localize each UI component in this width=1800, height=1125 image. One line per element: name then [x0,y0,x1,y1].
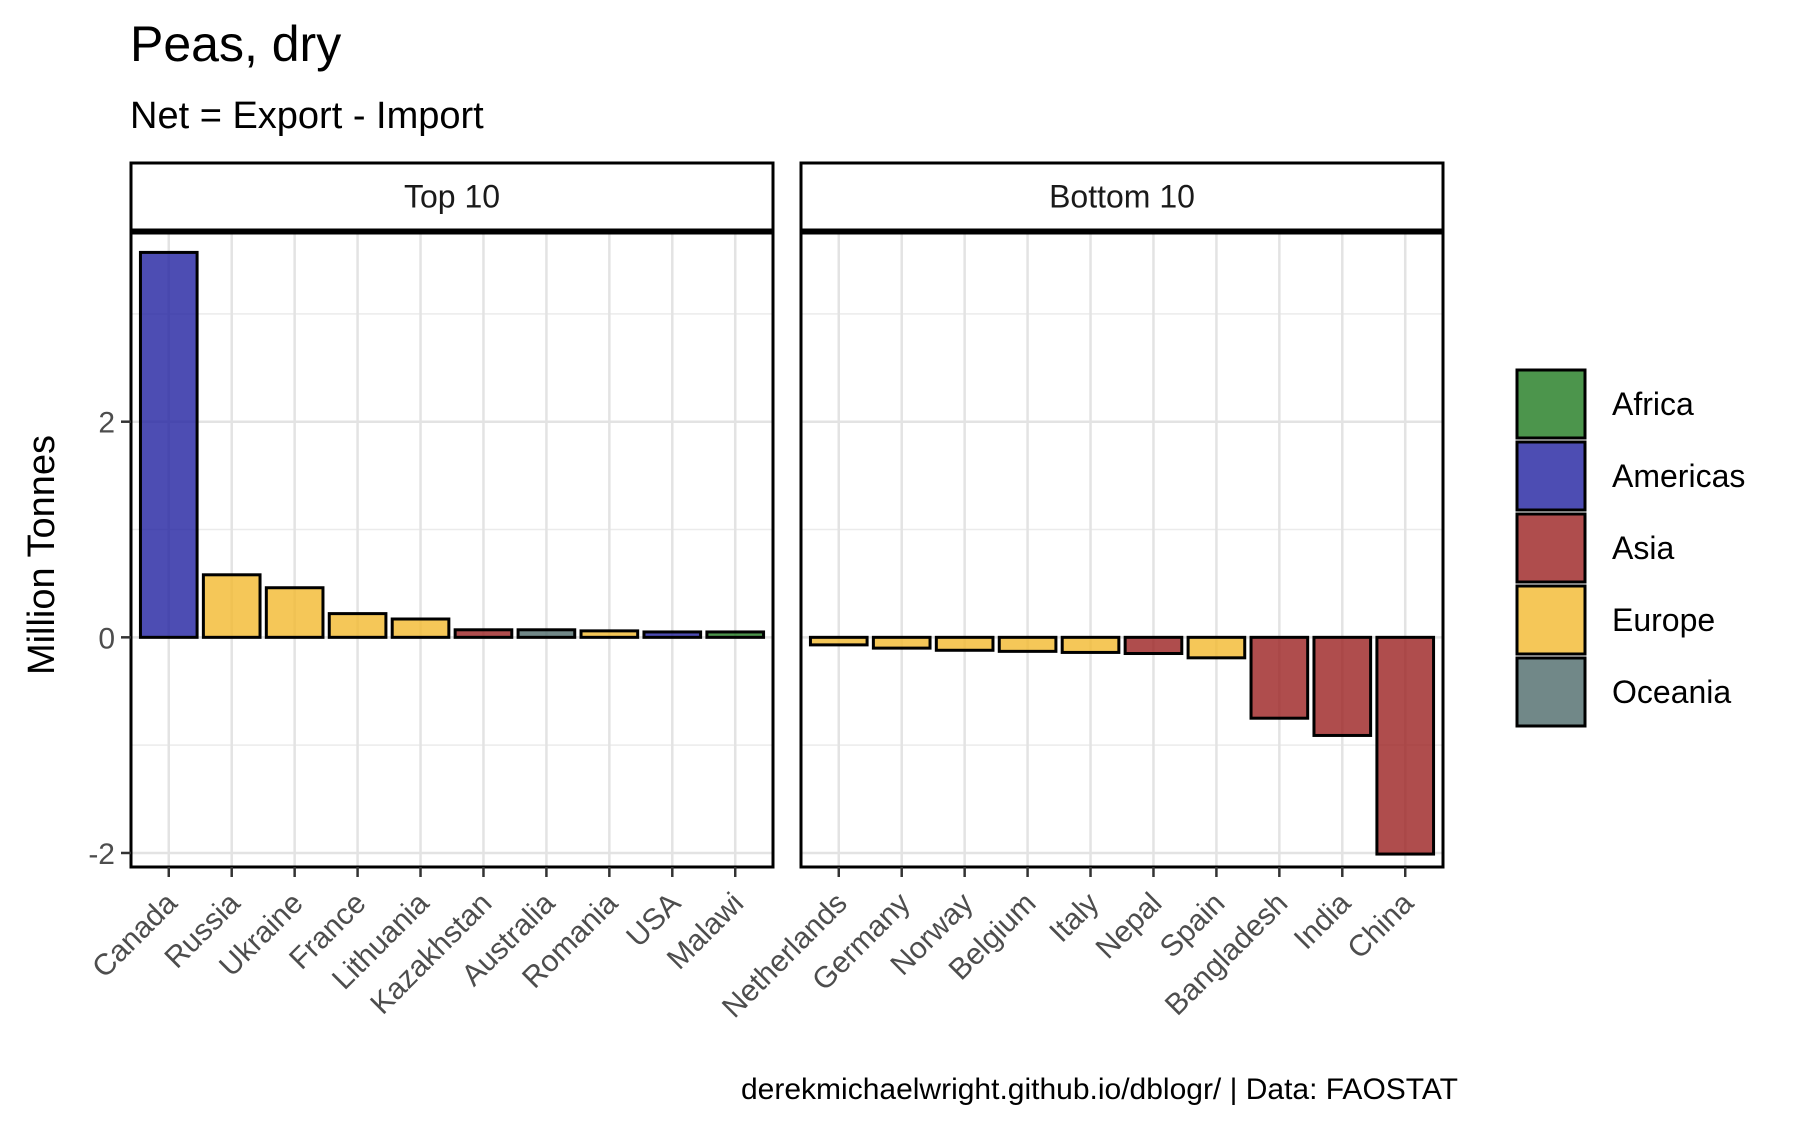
facet-strip-top-10 [129,161,775,232]
bar-malawi [705,630,766,639]
panel-background [131,233,773,867]
panel-border [129,231,775,869]
legend-key-oceania [1515,656,1587,728]
caption: derekmichaelwright.github.io/dblogr/ | D… [741,1073,1458,1106]
legend-key-americas [1515,440,1587,512]
bar-romania [579,629,640,639]
legend-label-africa: Africa [1612,386,1694,422]
legend-key-africa [1515,368,1587,440]
facet-label-bottom-10: Bottom 10 [1049,179,1195,215]
bar-spain [1186,635,1247,660]
y-tick-label: 2 [98,407,115,440]
chart-title: Peas, dry [130,16,341,72]
bar-norway [934,635,995,652]
bar-germany [871,635,932,650]
y-axis-title: Million Tonnes [21,435,63,675]
bar-ukraine [264,586,325,639]
facet-panels: Top 10CanadaRussiaUkraineFranceLithuania… [86,161,1445,1024]
bar-russia [201,573,262,639]
bar-usa [642,630,703,639]
x-tick-label-canada: Canada [86,886,184,984]
bar-lithuania [390,617,451,639]
legend: Africa Americas Asia Europe Oceania [1515,368,1745,728]
bar-canada [138,250,199,639]
bar-australia [516,628,577,639]
panel-border [799,231,1445,869]
legend-label-americas: Americas [1612,458,1745,494]
bar-india [1312,635,1373,737]
bar-belgium [997,635,1058,653]
legend-key-europe [1515,584,1587,656]
bar-italy [1060,635,1121,654]
legend-label-oceania: Oceania [1612,674,1731,710]
x-tick-label-nepal: Nepal [1090,887,1169,966]
bar-kazakhstan [453,628,514,639]
panel-bottom-10: Bottom 10NetherlandsGermanyNorwayBelgium… [716,161,1445,1024]
legend-label-asia: Asia [1612,530,1674,566]
x-tick-label-china: China [1341,886,1420,965]
facet-label-top-10: Top 10 [404,179,500,215]
chart-subtitle: Net = Export - Import [130,95,484,137]
panel-top-10: Top 10CanadaRussiaUkraineFranceLithuania… [86,161,775,1021]
bar-netherlands [808,635,869,647]
y-tick-label: -2 [88,838,115,871]
legend-label-europe: Europe [1612,602,1715,638]
legend-key-asia [1515,512,1587,584]
bar-bangladesh [1249,635,1310,720]
bar-china [1375,635,1436,856]
y-tick-label: 0 [98,622,115,655]
bar-france [327,612,388,639]
panel-background [801,233,1443,867]
bar-nepal [1123,635,1184,656]
facet-strip-bottom-10 [799,161,1445,232]
